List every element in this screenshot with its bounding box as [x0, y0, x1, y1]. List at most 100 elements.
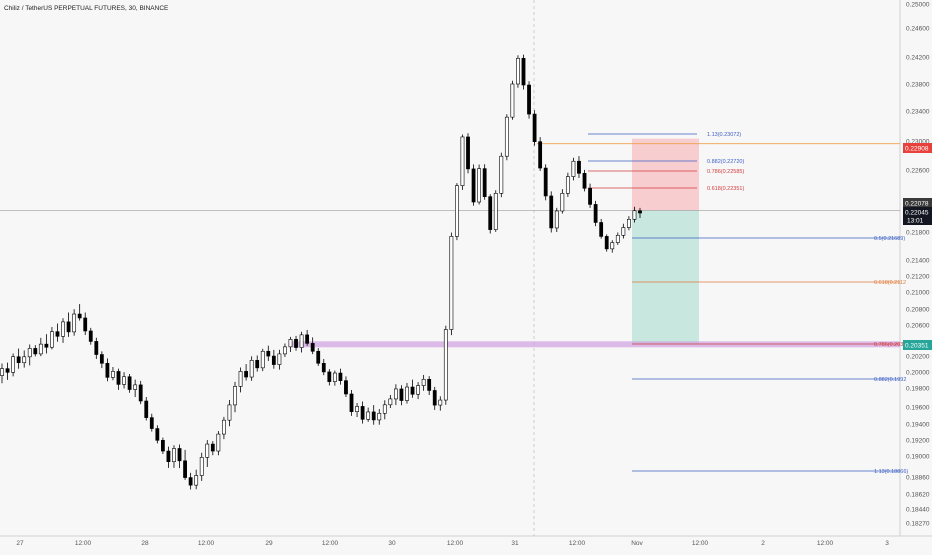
take-profit-zone [632, 210, 699, 345]
candle-body-up [615, 234, 620, 243]
candle-body-up [477, 168, 482, 203]
candle-body-down [66, 321, 71, 333]
candle-body-down [549, 195, 554, 229]
candle-body-up [632, 210, 637, 220]
candle-body-up [421, 378, 426, 386]
candle-body-up [22, 356, 27, 364]
candle-body-down [316, 350, 321, 364]
candle-body-down [210, 443, 215, 452]
candle-body-up [332, 372, 337, 382]
candle-body-down [138, 384, 143, 402]
candle-body-down [466, 136, 470, 170]
last-price-tag-bg [903, 207, 932, 225]
candle-body-down [149, 417, 154, 429]
candle-body-up [72, 313, 77, 333]
candle-body-up [355, 406, 359, 412]
candle-body-up [61, 321, 65, 337]
y-tick-label: 0.19800 [906, 386, 930, 393]
candle-body-up [377, 412, 382, 421]
y-tick-label: 0.18860 [906, 475, 930, 482]
candle-body-up [393, 388, 398, 400]
candle-body-down [83, 317, 88, 332]
candle-body-up [233, 386, 237, 406]
candle-body-down [99, 354, 104, 364]
y-tick-label: 0.20200 [906, 354, 930, 361]
candle-body-down [5, 368, 10, 373]
candle-body-down [338, 372, 343, 381]
candle-body-down [527, 84, 531, 115]
candle-body-down [294, 339, 298, 348]
fib-level-label: 0.5(0.21689) [874, 236, 905, 242]
candle-body-up [554, 210, 559, 229]
candle-body-up [288, 339, 293, 348]
candle-body-down [305, 334, 310, 344]
candle-body-up [249, 360, 254, 378]
candle-body-up [11, 356, 15, 373]
candle-body-down [116, 371, 121, 385]
candle-body-up [621, 227, 626, 236]
candle-body-down [44, 343, 49, 348]
x-tick-label: 30 [388, 540, 396, 547]
candle-body-up [227, 404, 232, 421]
support-resistance-band [292, 341, 900, 348]
candle-body-down [160, 440, 165, 452]
last-price-tag: 0.22045 [905, 210, 929, 217]
fib-level-label: 0.618(0.2112 [874, 280, 906, 286]
current-price-tag-bg [903, 198, 932, 208]
candle-body-down [127, 376, 132, 390]
candle-body-up [277, 353, 282, 365]
y-tick-label: 0.21200 [906, 274, 930, 281]
candle-body-down [427, 378, 432, 391]
candle-body-down [327, 371, 332, 382]
candle-body-down [177, 448, 182, 462]
candle-body-up [172, 448, 176, 463]
fib-level-label: 0.618(0.22351) [707, 186, 744, 192]
x-tick-label: 12:00 [322, 540, 339, 547]
fib-level-label: 1.13(0.23072) [707, 132, 741, 138]
y-tick-label: 0.24600 [906, 26, 930, 33]
candle-body-down [105, 362, 110, 378]
fib-level-label: 0.786(0.2035 [874, 342, 906, 348]
x-tick-label: 28 [141, 540, 149, 547]
candle-body-up [283, 346, 287, 355]
y-tick-label: 0.20600 [906, 323, 930, 330]
candle-body-down [188, 477, 193, 486]
candle-body-up [366, 411, 371, 420]
candle-body-up [493, 193, 498, 230]
candle-body-up [438, 399, 443, 406]
candle-body-down [244, 371, 249, 378]
y-tick-label: 0.18270 [906, 521, 930, 528]
candle-body-down [521, 57, 526, 86]
candle-body-down [482, 168, 487, 197]
x-tick-label: 12:00 [569, 540, 586, 547]
x-tick-label: 12:00 [198, 540, 215, 547]
candle-body-down [471, 168, 476, 203]
candle-body-down [543, 167, 548, 197]
candle-body-up [571, 160, 576, 177]
fib-levels: 1.13(0.23072) 0.882(0.22720) 0.786(0.22585… [588, 132, 908, 475]
candle-body-down [638, 210, 642, 214]
candle-body-up [27, 348, 32, 358]
stop-loss-zone [632, 138, 699, 211]
candle-body-down [399, 388, 404, 401]
y-tick-label: 0.19000 [906, 454, 930, 461]
candle-body-down [155, 428, 160, 441]
candle-body-down [16, 356, 21, 364]
trade-zones [0, 138, 900, 348]
candle-body-up [50, 331, 54, 348]
fib-level-label: 0.882(0.1992 [874, 377, 906, 383]
candle-body-up [122, 376, 126, 385]
candle-body-up [133, 384, 138, 390]
candle-body-down [166, 450, 171, 463]
candle-body-down [344, 380, 348, 395]
candle-body-down [360, 406, 365, 420]
candle-body-up [443, 329, 448, 401]
candle-body-down [577, 160, 581, 174]
candle-body-up [565, 176, 570, 194]
candle-body-down [55, 331, 60, 337]
candle-body-down [593, 204, 598, 223]
x-tick-label: 29 [265, 540, 273, 547]
candle-body-down [349, 393, 354, 412]
